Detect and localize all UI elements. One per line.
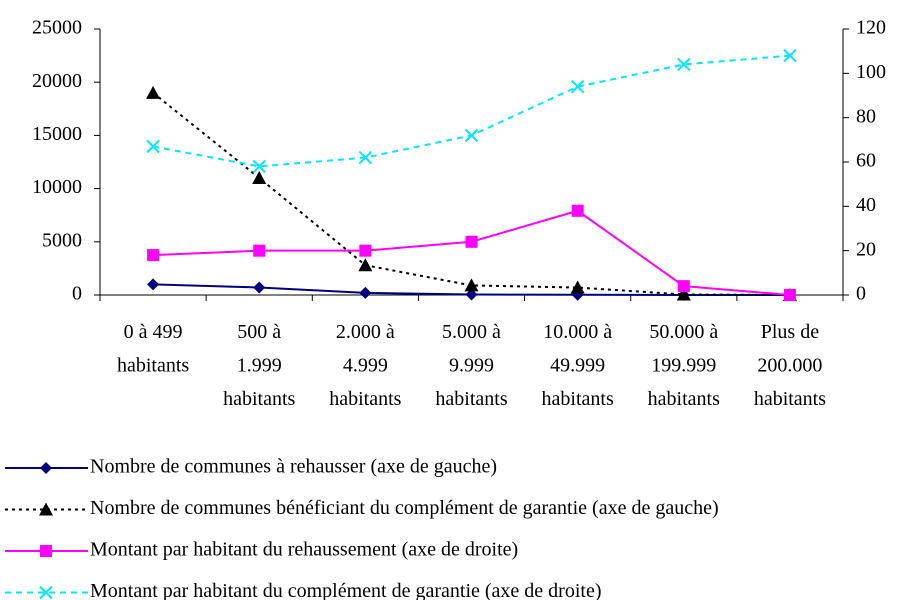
marker [40,462,52,474]
marker [783,289,796,301]
marker [676,287,691,301]
y2-tick-label: 60 [856,150,876,172]
y-tick-label: 0 [72,283,82,305]
series-line [152,54,791,168]
x-tick-label: Plus de 200.000 habitants [754,321,826,410]
x-tick-label: 0 à 499 habitants [117,321,189,377]
marker [464,128,479,143]
marker [39,585,53,600]
x-tick-label: 2.000 à 4.999 habitants [329,321,401,410]
x-tick-label: 10.000 à 49.999 habitants [542,321,614,410]
marker [358,258,373,272]
marker [147,249,160,262]
marker [253,281,266,294]
x-tick-label: 50.000 à 199.999 habitants [648,321,720,410]
marker [570,79,585,94]
marker [252,159,266,174]
marker [146,85,161,99]
y2-tick-label: 20 [856,238,876,260]
legend-label: Montant par habitant du complément de ga… [90,580,601,600]
marker [677,280,690,293]
marker [252,170,267,184]
marker [465,288,478,301]
y-tick-label: 10000 [32,176,82,198]
legend-label: Nombre de communes à rehausser (axe de g… [90,456,497,478]
y2-tick-label: 40 [856,194,876,216]
marker [783,48,797,63]
y-tick-label: 25000 [32,17,82,39]
marker [677,57,691,72]
marker [359,244,372,257]
y-tick-label: 5000 [42,229,82,251]
marker [40,545,52,557]
marker [146,139,160,154]
marker [465,235,478,248]
y-tick-label: 20000 [32,70,82,92]
marker [358,150,373,165]
marker [359,286,372,299]
y-tick-label: 15000 [32,123,82,145]
series-line [152,92,790,296]
y2-tick-label: 0 [856,283,866,305]
y2-tick-label: 120 [856,17,886,39]
marker [464,278,479,292]
marker [147,278,160,291]
y2-tick-label: 100 [856,61,886,83]
marker [253,244,266,257]
x-tick-label: 5.000 à 9.999 habitants [435,321,507,410]
marker [570,280,585,294]
x-tick-label: 500 à 1.999 habitants [223,321,295,410]
y2-tick-label: 80 [856,105,876,127]
marker [571,204,584,217]
marker [39,502,53,516]
legend-label: Montant par habitant du rehaussement (ax… [90,539,518,561]
legend-label: Nombre de communes bénéficiant du complé… [90,497,719,519]
